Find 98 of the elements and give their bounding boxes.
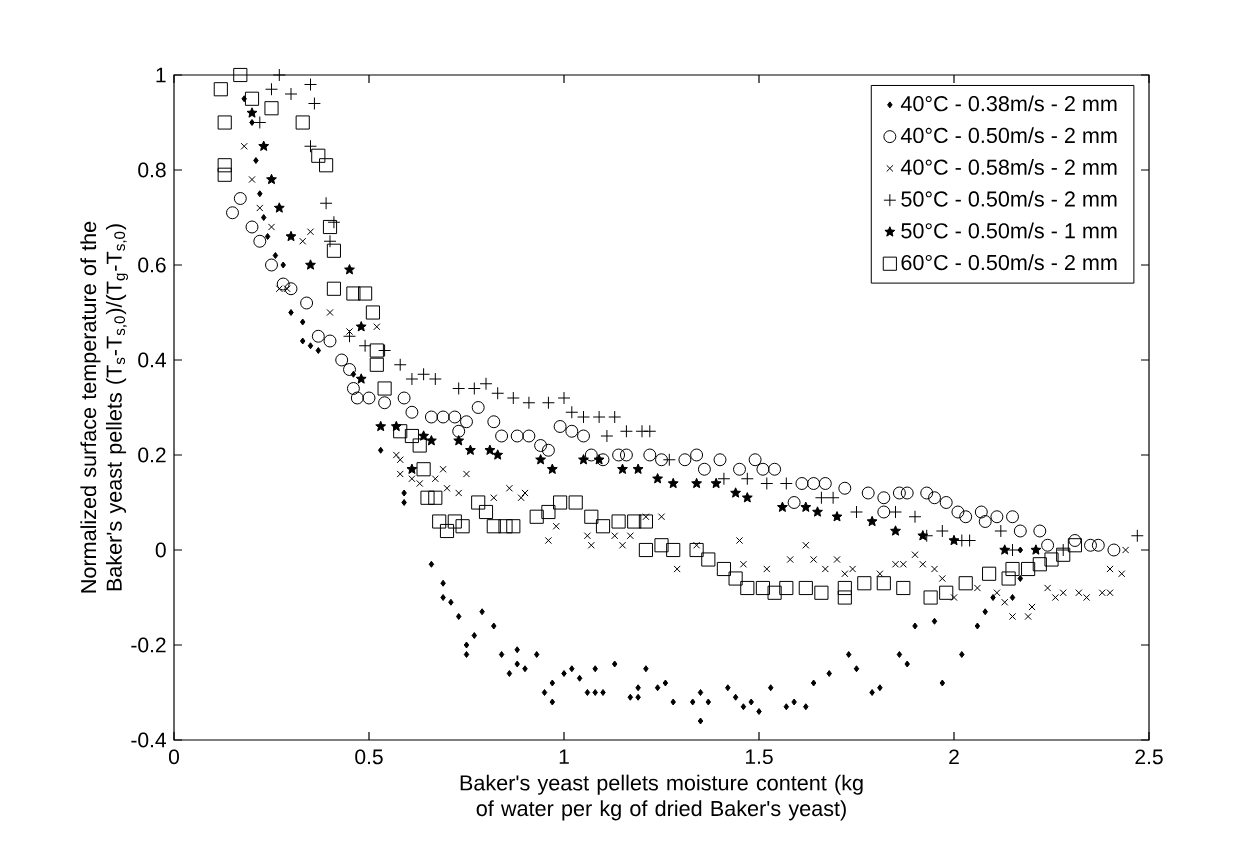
point — [935, 524, 949, 538]
point — [826, 491, 840, 505]
legend-label: 40°C - 0.58m/s - 2 mm — [900, 158, 1117, 175]
point — [452, 382, 466, 395]
point — [908, 510, 922, 524]
y-tick-label: 0 — [155, 542, 166, 558]
point — [266, 173, 277, 185]
point — [355, 373, 367, 384]
point — [479, 377, 493, 391]
point — [273, 202, 285, 213]
point — [1030, 544, 1042, 555]
point — [246, 107, 258, 118]
point — [535, 454, 547, 465]
y-tick-label: 0.6 — [138, 257, 166, 273]
point — [617, 463, 628, 474]
point — [319, 196, 333, 210]
y-tick-label: 1 — [156, 67, 166, 83]
point — [565, 405, 579, 419]
point — [506, 391, 520, 405]
point — [740, 472, 754, 486]
point — [741, 492, 753, 503]
point — [632, 463, 644, 474]
point — [600, 429, 614, 443]
point — [831, 511, 843, 522]
point — [355, 321, 367, 332]
point — [917, 530, 929, 541]
x-tick-label: 2.5 — [1135, 749, 1163, 765]
point — [730, 487, 742, 498]
x-axis-title: Baker's yeast pellets moisture content (kg of water per kg of dried Baker's yeast) — [460, 774, 863, 821]
point — [428, 372, 442, 386]
y-tick-label: -0.2 — [131, 637, 166, 653]
point — [760, 477, 774, 490]
point — [546, 463, 558, 474]
point — [779, 477, 793, 490]
point — [344, 264, 355, 275]
point — [691, 477, 703, 489]
point — [491, 386, 505, 400]
x-tick-label: 0 — [168, 749, 180, 765]
legend-label: 50°C - 0.50m/s - 1 mm — [901, 222, 1117, 239]
point — [285, 230, 297, 242]
point — [405, 372, 419, 386]
point — [464, 444, 476, 455]
point — [304, 139, 317, 153]
y-tick-label: 0.8 — [138, 162, 166, 178]
point — [417, 367, 431, 381]
point — [323, 234, 337, 248]
point — [284, 87, 298, 101]
point — [467, 382, 481, 395]
point — [258, 140, 270, 151]
point — [541, 396, 555, 410]
point — [812, 506, 823, 517]
point — [375, 420, 387, 432]
point — [522, 396, 536, 410]
point — [265, 82, 278, 96]
point — [453, 435, 465, 446]
point — [866, 515, 878, 527]
point — [406, 463, 418, 474]
legend-label: 60°C - 0.50m/s - 2 mm — [901, 254, 1117, 271]
point — [710, 477, 722, 489]
point — [1130, 529, 1144, 543]
y-tick-label: 0.4 — [138, 352, 166, 368]
point — [358, 339, 372, 353]
x-tick-label: 1.5 — [746, 749, 773, 765]
legend-label: 40°C - 0.50m/s - 2 mm — [900, 127, 1117, 144]
point — [577, 410, 590, 424]
point — [608, 410, 622, 424]
legend-label: 40°C - 0.38m/s - 2 mm — [900, 95, 1117, 112]
x-tick-label: 0.5 — [355, 749, 383, 765]
point — [814, 491, 828, 505]
point — [717, 472, 731, 486]
point — [999, 544, 1011, 555]
point — [557, 391, 571, 405]
point — [272, 68, 286, 82]
point — [343, 329, 356, 343]
point — [850, 505, 863, 519]
y-tick-label: 0.2 — [138, 447, 166, 463]
point — [643, 424, 657, 438]
point — [948, 534, 960, 546]
point — [619, 424, 633, 438]
point — [592, 410, 606, 424]
point — [484, 444, 496, 455]
point — [305, 259, 316, 270]
point — [253, 116, 267, 129]
x-tick-label: 2 — [949, 749, 959, 765]
x-tick-label: 1 — [559, 749, 569, 764]
point — [393, 358, 407, 372]
point — [307, 97, 321, 110]
point — [425, 435, 437, 446]
legend-label: 50°C - 0.50m/s - 2 mm — [901, 190, 1117, 207]
point — [1006, 543, 1019, 557]
point — [994, 524, 1008, 538]
y-tick-label: -0.4 — [131, 732, 166, 748]
point — [776, 501, 788, 512]
point — [890, 525, 901, 536]
point — [492, 449, 504, 460]
point — [667, 477, 679, 489]
point — [652, 473, 664, 484]
point — [800, 501, 812, 512]
